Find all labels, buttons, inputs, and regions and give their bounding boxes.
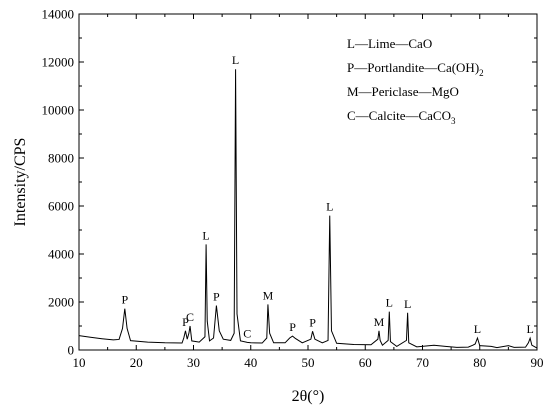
legend-entry-subscript: 2 (479, 68, 484, 78)
peak-label: P (289, 320, 296, 334)
legend-entry-text: L—Lime—CaO (347, 36, 432, 51)
peak-label: C (186, 310, 194, 324)
peak-label: L (386, 296, 393, 310)
peak-label: L (326, 200, 333, 214)
legend-entry: L—Lime—CaO (347, 36, 432, 51)
x-tick-label: 10 (73, 355, 86, 370)
peak-label: P (213, 290, 220, 304)
peak-label: M (263, 288, 274, 302)
legend-entry: P—Portlandite—Ca(OH)2 (347, 60, 484, 78)
y-axis-ticks: 0 2000 4000 6000 8000 10000 12000 14000 (42, 7, 537, 358)
x-axis-ticks: 10 20 30 40 50 60 70 80 90 (73, 14, 544, 370)
x-tick-label: 30 (187, 355, 200, 370)
x-tick-label: 20 (130, 355, 143, 370)
peak-label: L (202, 228, 209, 242)
peak-label: P (182, 315, 189, 329)
legend-entry: M—Periclase—MgO (347, 84, 459, 99)
series-line (78, 69, 538, 349)
legend-entry-text: C—Calcite—CaCO (347, 108, 451, 123)
x-tick-label: 70 (416, 355, 429, 370)
legend-entry-subscript: 3 (451, 116, 456, 126)
legend-entry-text: M—Periclase—MgO (347, 84, 459, 99)
peak-label: L (232, 53, 239, 67)
x-axis-title: 2θ(°) (292, 388, 325, 405)
x-tick-label: 90 (531, 355, 544, 370)
y-tick-label: 4000 (48, 247, 74, 262)
x-tick-label: 40 (244, 355, 257, 370)
x-tick-label: 60 (359, 355, 372, 370)
peak-label: C (243, 326, 251, 340)
y-tick-label: 0 (68, 343, 75, 358)
peak-label: L (526, 322, 533, 336)
peak-label: L (474, 322, 481, 336)
y-tick-label: 14000 (42, 7, 75, 22)
legend: L—Lime—CaO P—Portlandite—Ca(OH)2 M—Pericla… (347, 36, 484, 126)
peak-label: L (404, 297, 411, 311)
legend-entry: C—Calcite—CaCO3 (347, 108, 456, 126)
peak-label: P (309, 315, 316, 329)
y-tick-label: 10000 (42, 103, 75, 118)
peak-label: P (121, 293, 128, 307)
x-tick-label: 50 (302, 355, 315, 370)
y-tick-label: 12000 (42, 55, 75, 70)
y-tick-label: 8000 (48, 151, 74, 166)
y-axis-title: Intensity/CPS (12, 138, 29, 227)
y-tick-label: 6000 (48, 199, 74, 214)
y-tick-label: 2000 (48, 295, 74, 310)
x-tick-label: 80 (473, 355, 486, 370)
legend-entry-text: P—Portlandite—Ca(OH) (347, 60, 479, 75)
peak-label: M (374, 315, 385, 329)
